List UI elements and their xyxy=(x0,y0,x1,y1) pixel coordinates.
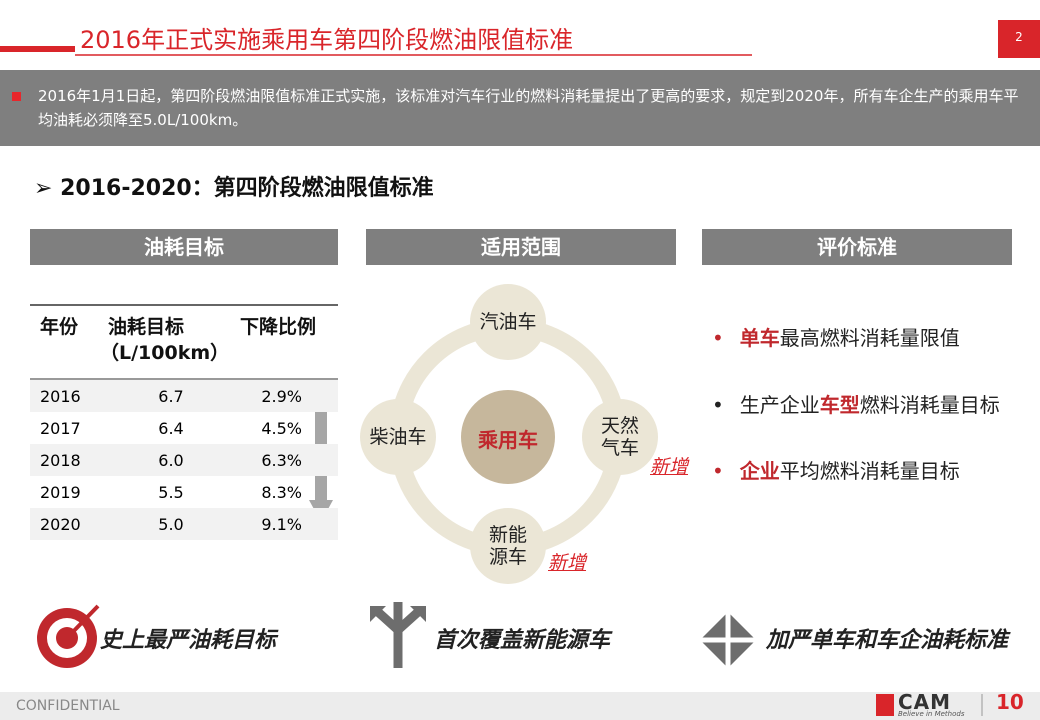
table-header-cell: 下降比例 xyxy=(240,316,317,338)
section-title: ➢ 2016-2020：第四阶段燃油限值标准 xyxy=(34,176,434,201)
table-row: 2016 6.7 2.9% xyxy=(30,380,338,412)
fork-icon xyxy=(374,602,422,668)
scope-node-label: 天然气车 xyxy=(600,415,639,459)
table-cell: 2017 xyxy=(40,418,81,438)
table-cell: 5.5 xyxy=(158,482,184,502)
scope-center-label: 乘用车 xyxy=(478,428,538,452)
table-cell: 4.5% xyxy=(261,418,302,438)
table-cell: 6.4 xyxy=(158,418,184,438)
table-header-cell: 油耗目标 xyxy=(108,316,185,338)
title-accent xyxy=(0,46,75,52)
table-cell: 6.7 xyxy=(158,386,184,406)
page-number: 2 xyxy=(1015,30,1023,44)
criterion-text: 最高燃料消耗量限值 xyxy=(779,326,960,350)
table-row: 2017 6.4 4.5% xyxy=(30,412,338,444)
criterion: • 生产企业车型燃料消耗量目标 xyxy=(712,393,1000,417)
summary-bullet xyxy=(12,92,21,101)
diamond-icon xyxy=(700,612,756,668)
criterion-text: 平均燃料消耗量目标 xyxy=(779,459,960,483)
table-header: 年份 油耗目标 （L/100km） 下降比例 xyxy=(30,306,338,378)
target-icon xyxy=(65,604,100,640)
scope-center xyxy=(461,390,555,484)
scope-node-label: 汽油车 xyxy=(479,311,537,333)
fork-icon xyxy=(370,606,386,622)
logo-slogan: Believe in Methods xyxy=(898,710,965,718)
criterion-text: 生产企业 xyxy=(739,393,820,417)
page-box xyxy=(998,20,1040,58)
footer-band xyxy=(0,692,1040,720)
scope-node: 天然气车 xyxy=(582,399,658,475)
down-arrow xyxy=(315,388,327,500)
down-arrow-head xyxy=(309,500,333,522)
slide-title: 2016年正式实施乘用车第四阶段燃油限值标准 xyxy=(80,26,574,54)
highlight: 加严单车和车企油耗标准 xyxy=(766,628,1009,653)
summary-band xyxy=(0,70,1040,146)
criterion-text: 企业 xyxy=(739,459,780,483)
scope-node-label: 新能源车 xyxy=(488,524,527,568)
summary: 2016年1月1日起，第四阶段燃油限值标准正式实施，该标准对汽车行业的燃料消耗量… xyxy=(38,87,1019,129)
highlight: 首次覆盖新能源车 xyxy=(434,628,611,653)
table-cell: 8.3% xyxy=(261,482,302,502)
table-cell: 5.0 xyxy=(158,514,184,534)
table-cell: 9.1% xyxy=(261,514,302,534)
data-table: 2016 6.7 2.9% 2017 6.4 4.5% 2018 6.0 6.3% 2019 5.5… xyxy=(30,380,338,540)
table-cell: 2.9% xyxy=(261,386,302,406)
table-cell: 2020 xyxy=(40,514,81,534)
badge: 10 xyxy=(996,690,1024,714)
table-cell: 6.0 xyxy=(158,450,184,470)
column-header: 评价标准 xyxy=(702,229,1012,265)
table-header-unit: （L/100km） xyxy=(100,342,230,364)
logo-mark xyxy=(876,694,894,716)
table-row: 2019 5.5 8.3% xyxy=(30,476,338,508)
table-row: 2020 5.0 9.1% xyxy=(30,508,338,540)
criterion-text: 单车 xyxy=(739,326,780,350)
highlight: 史上最严油耗目标 xyxy=(100,628,277,653)
criterion-text: 车型 xyxy=(819,393,860,417)
scope-node-label: 柴油车 xyxy=(369,426,427,448)
criterion: • 企业平均燃料消耗量目标 xyxy=(712,459,960,483)
section-title-text: 2016-2020：第四阶段燃油限值标准 xyxy=(60,176,434,201)
column-header: 油耗目标 xyxy=(30,229,338,265)
criterion-text: 燃料消耗量目标 xyxy=(859,393,1000,417)
fork-icon xyxy=(410,606,426,622)
confidential: CONFIDENTIAL xyxy=(16,698,120,714)
scope-node: 柴油车 xyxy=(360,399,436,475)
scope-node: 汽油车 xyxy=(470,284,546,360)
table-cell: 6.3% xyxy=(261,450,302,470)
column-header: 适用范围 xyxy=(366,229,676,265)
table-cell: 2018 xyxy=(40,450,81,470)
new-tag: 新增 xyxy=(548,552,587,574)
new-tag: 新增 xyxy=(650,456,689,478)
scope-node: 新能源车 xyxy=(470,508,546,584)
table-row: 2018 6.0 6.3% xyxy=(30,444,338,476)
table-header-cell: 年份 xyxy=(40,316,79,338)
criterion: • 单车最高燃料消耗量限值 xyxy=(712,326,960,350)
logo-text: CAM xyxy=(898,690,952,714)
table-cell: 2019 xyxy=(40,482,81,502)
table-cell: 2016 xyxy=(40,386,81,406)
